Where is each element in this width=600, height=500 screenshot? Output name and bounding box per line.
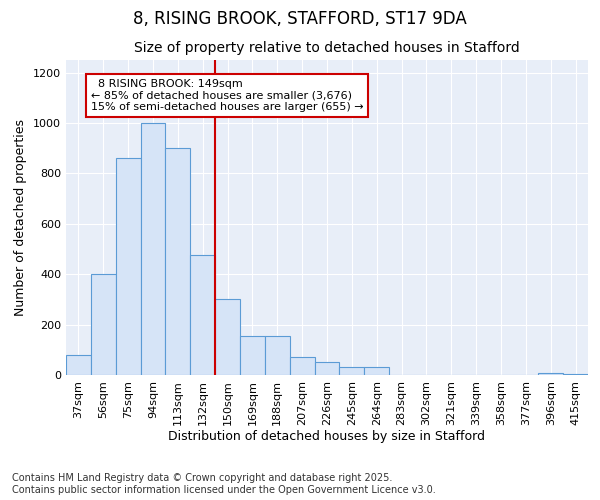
Bar [538, 373, 563, 375]
Bar [116, 158, 140, 375]
Text: 8, RISING BROOK, STAFFORD, ST17 9DA: 8, RISING BROOK, STAFFORD, ST17 9DA [133, 10, 467, 28]
Bar [563, 374, 588, 375]
Bar [290, 358, 314, 375]
Bar [166, 148, 190, 375]
Bar [91, 274, 116, 375]
Bar [364, 368, 389, 375]
Bar [314, 362, 340, 375]
Title: Size of property relative to detached houses in Stafford: Size of property relative to detached ho… [134, 40, 520, 54]
Bar [240, 336, 265, 375]
Y-axis label: Number of detached properties: Number of detached properties [14, 119, 28, 316]
Text: 8 RISING BROOK: 149sqm
← 85% of detached houses are smaller (3,676)
15% of semi-: 8 RISING BROOK: 149sqm ← 85% of detached… [91, 79, 364, 112]
Bar [66, 355, 91, 375]
Bar [140, 123, 166, 375]
X-axis label: Distribution of detached houses by size in Stafford: Distribution of detached houses by size … [169, 430, 485, 444]
Bar [190, 256, 215, 375]
Bar [265, 336, 290, 375]
Bar [215, 300, 240, 375]
Text: Contains HM Land Registry data © Crown copyright and database right 2025.
Contai: Contains HM Land Registry data © Crown c… [12, 474, 436, 495]
Bar [340, 368, 364, 375]
